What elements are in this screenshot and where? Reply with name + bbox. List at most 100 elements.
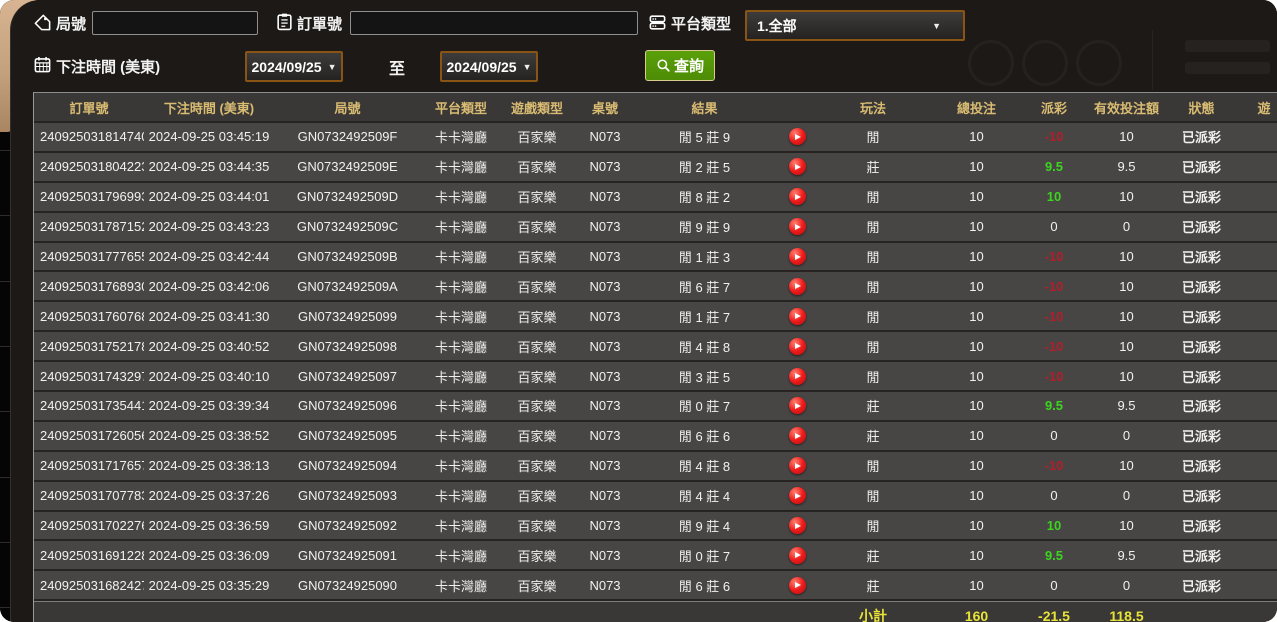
bet-type-cell: 莊 — [822, 571, 924, 602]
game-type-cell: 百家樂 — [501, 212, 573, 243]
result-cell: 閒 8 莊 2 — [637, 182, 772, 213]
valid-bet-cell: 9.5 — [1079, 152, 1174, 183]
chevron-down-icon: ▼ — [932, 20, 941, 31]
status-cell: 已派彩 — [1174, 182, 1229, 213]
order-no-cell: 240925031804223 — [34, 152, 144, 183]
total-bet-cell: 10 — [924, 451, 1029, 482]
video-cell — [772, 421, 822, 452]
play-video-icon[interactable] — [788, 546, 806, 564]
table-row[interactable]: 240925031796993 2024-09-25 03:44:01 GN07… — [34, 182, 1277, 213]
bet-type-cell: 莊 — [822, 541, 924, 572]
game-no-cell: GN07324925090 — [274, 571, 421, 602]
table-no-cell: N073 — [573, 272, 637, 303]
table-row[interactable]: 240925031777655 2024-09-25 03:42:44 GN07… — [34, 242, 1277, 273]
table-row[interactable]: 240925031768930 2024-09-25 03:42:06 GN07… — [34, 272, 1277, 303]
search-button[interactable]: 查詢 — [645, 50, 715, 81]
play-video-icon[interactable] — [788, 517, 806, 535]
video-cell — [772, 152, 822, 183]
result-cell: 閒 0 莊 7 — [637, 541, 772, 572]
video-cell — [772, 451, 822, 482]
game-type-cell: 百家樂 — [501, 182, 573, 213]
bet-time-cell: 2024-09-25 03:42:06 — [144, 272, 274, 303]
platform-cell: 卡卡灣廳 — [421, 302, 501, 333]
background-ghost — [1152, 30, 1153, 90]
payout-cell: -10 — [1029, 332, 1079, 363]
play-video-icon[interactable] — [788, 248, 806, 266]
game-no-cell: GN07324925099 — [274, 302, 421, 333]
bet-type-cell: 閒 — [822, 481, 924, 512]
tag-icon — [34, 14, 51, 31]
status-cell: 已派彩 — [1174, 212, 1229, 243]
play-video-icon[interactable] — [788, 397, 806, 415]
table-row[interactable]: 240925031735441 2024-09-25 03:39:34 GN07… — [34, 392, 1277, 422]
status-cell: 已派彩 — [1174, 421, 1229, 452]
order-no-cell: 240925031796993 — [34, 182, 144, 213]
table-row[interactable]: 240925031682427 2024-09-25 03:35:29 GN07… — [34, 571, 1277, 602]
play-video-icon[interactable] — [788, 277, 806, 295]
game-no-cell: GN0732492509E — [274, 152, 421, 183]
table-no-cell: N073 — [573, 511, 637, 542]
platform-cell: 卡卡灣廳 — [421, 541, 501, 572]
play-video-icon[interactable] — [788, 487, 806, 505]
order-no-cell: 240925031691228 — [34, 541, 144, 572]
table-row[interactable]: 240925031752178 2024-09-25 03:40:52 GN07… — [34, 332, 1277, 363]
play-video-icon[interactable] — [788, 427, 806, 445]
order-no-cell: 240925031768930 — [34, 272, 144, 303]
table-no-cell: N073 — [573, 362, 637, 393]
bet-time-cell: 2024-09-25 03:38:13 — [144, 451, 274, 482]
total-bet-cell: 10 — [924, 182, 1029, 213]
table-row[interactable]: 240925031702276 2024-09-25 03:36:59 GN07… — [34, 511, 1277, 542]
valid-bet-cell: 10 — [1079, 272, 1174, 303]
valid-bet-cell: 10 — [1079, 362, 1174, 393]
platform-cell: 卡卡灣廳 — [421, 123, 501, 153]
subtotal-payout: -21.5 — [1029, 601, 1079, 622]
table-row[interactable]: 240925031760768 2024-09-25 03:41:30 GN07… — [34, 302, 1277, 333]
order-no-input[interactable] — [350, 11, 638, 35]
table-no-cell: N073 — [573, 152, 637, 183]
bet-time-cell: 2024-09-25 03:37:26 — [144, 481, 274, 512]
play-video-icon[interactable] — [788, 218, 806, 236]
result-cell: 閒 4 莊 8 — [637, 332, 772, 363]
date-to-select[interactable]: 2024/09/25 ▼ — [440, 51, 538, 82]
status-cell: 已派彩 — [1174, 392, 1229, 422]
play-video-icon[interactable] — [788, 367, 806, 385]
result-cell: 閒 0 莊 7 — [637, 392, 772, 422]
order-no-cell: 240925031760768 — [34, 302, 144, 333]
play-video-icon[interactable] — [788, 307, 806, 325]
play-video-icon[interactable] — [788, 337, 806, 355]
table-row[interactable]: 240925031814740 2024-09-25 03:45:19 GN07… — [34, 123, 1277, 153]
game-no-input[interactable] — [92, 11, 258, 35]
order-no-cell: 240925031787152 — [34, 212, 144, 243]
table-row[interactable]: 240925031707783 2024-09-25 03:37:26 GN07… — [34, 481, 1277, 512]
table-row[interactable]: 240925031717657 2024-09-25 03:38:13 GN07… — [34, 451, 1277, 482]
platform-cell: 卡卡灣廳 — [421, 242, 501, 273]
play-video-icon[interactable] — [788, 128, 806, 146]
table-row[interactable]: 240925031726056 2024-09-25 03:38:52 GN07… — [34, 421, 1277, 452]
table-row[interactable]: 240925031691228 2024-09-25 03:36:09 GN07… — [34, 541, 1277, 572]
payout-cell: 10 — [1029, 511, 1079, 542]
table-row[interactable]: 240925031743297 2024-09-25 03:40:10 GN07… — [34, 362, 1277, 393]
game-no-cell: GN07324925094 — [274, 451, 421, 482]
order-no-cell: 240925031777655 — [34, 242, 144, 273]
platform-type-select[interactable]: 1.全部 ▼ — [745, 10, 965, 41]
result-cell: 閒 1 莊 3 — [637, 242, 772, 273]
play-video-icon[interactable] — [788, 576, 806, 594]
play-video-icon[interactable] — [788, 188, 806, 206]
game-no-cell: GN07324925095 — [274, 421, 421, 452]
play-video-icon[interactable] — [788, 457, 806, 475]
status-cell: 已派彩 — [1174, 541, 1229, 572]
platform-cell: 卡卡灣廳 — [421, 212, 501, 243]
table-no-cell: N073 — [573, 242, 637, 273]
table-row[interactable]: 240925031787152 2024-09-25 03:43:23 GN07… — [34, 212, 1277, 243]
bet-type-cell: 閒 — [822, 272, 924, 303]
table-no-cell: N073 — [573, 302, 637, 333]
table-no-cell: N073 — [573, 571, 637, 602]
bet-time-cell: 2024-09-25 03:40:52 — [144, 332, 274, 363]
clipped-cell — [1229, 421, 1277, 452]
valid-bet-cell: 9.5 — [1079, 392, 1174, 422]
play-video-icon[interactable] — [788, 158, 806, 176]
bet-type-cell: 莊 — [822, 421, 924, 452]
status-cell: 已派彩 — [1174, 302, 1229, 333]
table-row[interactable]: 240925031804223 2024-09-25 03:44:35 GN07… — [34, 152, 1277, 183]
date-from-select[interactable]: 2024/09/25 ▼ — [245, 51, 343, 82]
